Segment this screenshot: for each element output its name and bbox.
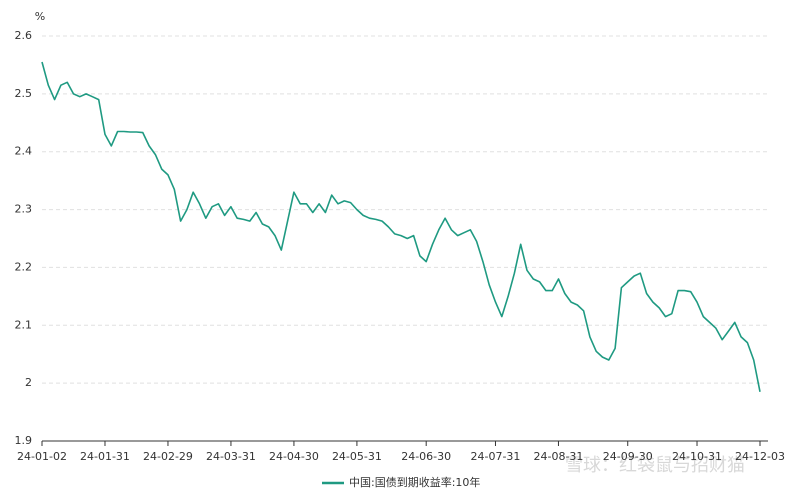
x-tick-label: 24-08-31	[533, 450, 583, 463]
x-tick-label: 24-07-31	[471, 450, 521, 463]
x-tick-label: 24-10-31	[672, 450, 722, 463]
series-line	[41, 61, 761, 392]
x-tick-label: 24-02-29	[143, 450, 193, 463]
x-tick-label: 24-01-02	[17, 450, 67, 463]
x-tick-label: 24-05-31	[332, 450, 382, 463]
y-tick-label: 2.5	[15, 87, 33, 100]
y-axis-label: %	[35, 10, 45, 23]
legend-label: 中国:国债到期收益率:10年	[349, 475, 480, 489]
x-tick-label: 24-03-31	[206, 450, 256, 463]
y-tick-label: 2.2	[15, 260, 33, 273]
x-tick-label: 24-04-30	[269, 450, 319, 463]
x-tick-label: 24-09-30	[603, 450, 653, 463]
watermark: 雪球：红袋鼠与招财猫	[565, 455, 745, 476]
x-tick-label: 24-06-30	[401, 450, 451, 463]
y-tick-label: 2.3	[15, 203, 33, 216]
y-tick-label: 2	[25, 376, 32, 389]
x-tick-label: 24-01-31	[80, 450, 130, 463]
y-tick-label: 2.1	[15, 318, 33, 331]
y-tick-label: 2.4	[15, 145, 33, 158]
y-tick-label: 2.6	[15, 29, 33, 42]
y-tick-label: 1.9	[15, 434, 33, 447]
x-tick-label: 24-12-03	[735, 450, 785, 463]
